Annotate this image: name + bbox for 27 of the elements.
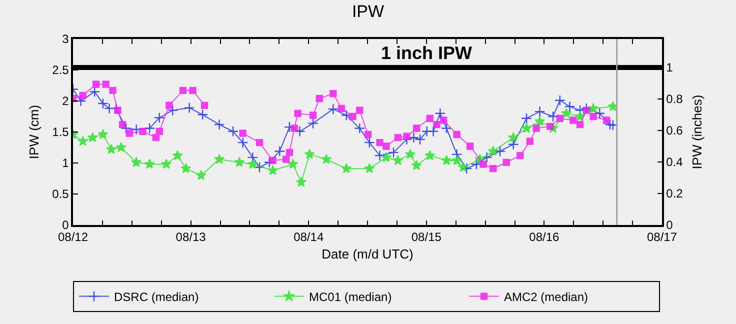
y-tick-label: 3 xyxy=(62,32,70,46)
y-tick-label: 2 xyxy=(62,94,70,108)
y2-axis-title: IPW (inches) xyxy=(689,94,704,170)
y2-tick-label: 0.2 xyxy=(666,186,684,201)
y-tick-label: 0.5 xyxy=(52,187,70,202)
x-tick-label: 08/13 xyxy=(176,230,206,244)
x-tick-label: 08/12 xyxy=(58,230,88,244)
y-tick-label: 2.5 xyxy=(52,63,70,78)
y2-tick-label: 0.8 xyxy=(666,92,684,106)
ref-line-label: 1 inch IPW xyxy=(381,43,472,63)
x-tick-label: 08/15 xyxy=(411,230,442,244)
legend-label: DSRC (median) xyxy=(114,290,199,304)
y2-tick-label: 0.6 xyxy=(666,124,684,138)
y-tick-label: 1.5 xyxy=(52,125,70,140)
x-tick-label: 08/16 xyxy=(529,230,560,244)
x-axis-title: Date (m/d UTC) xyxy=(322,246,414,262)
y2-tick-label: 1 xyxy=(666,60,674,75)
y-tick-label: 1 xyxy=(62,156,70,170)
legend-label: MC01 (median) xyxy=(309,290,392,304)
x-tick-label: 08/17 xyxy=(646,230,678,244)
y2-tick-label: 0 xyxy=(666,218,674,232)
y2-tick-label: 0.4 xyxy=(666,155,684,170)
x-tick-label: 08/14 xyxy=(294,230,324,244)
legend-label: AMC2 (median) xyxy=(504,290,588,304)
y-tick-label: 0 xyxy=(62,218,70,232)
y-axis-title: IPW (cm) xyxy=(26,104,42,160)
chart-title: IPW xyxy=(352,2,384,21)
